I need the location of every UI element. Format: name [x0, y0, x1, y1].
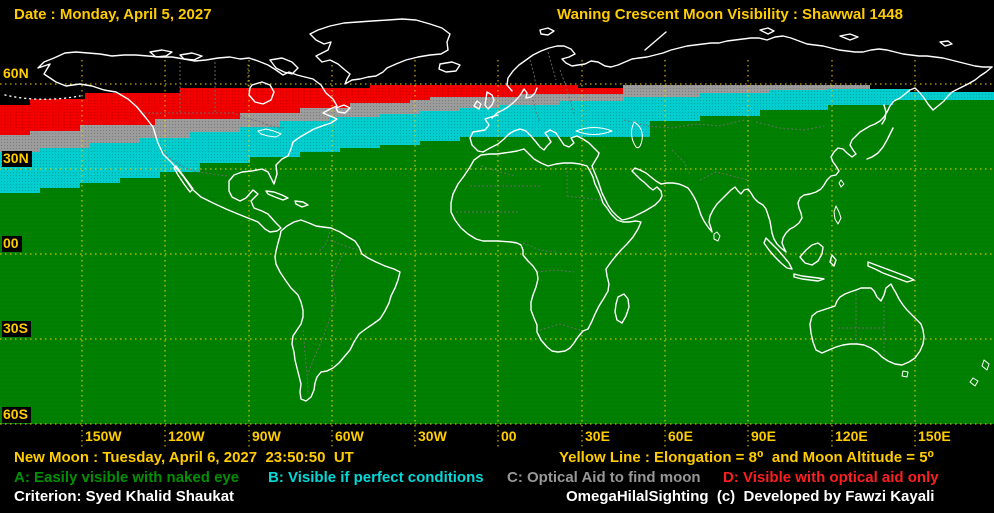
credit-label: OmegaHilalSighting (c) Developed by Fawz… — [566, 488, 935, 505]
yellow-line-label: Yellow Line : Elongation = 8⁰ and Moon A… — [559, 449, 935, 466]
lon-label-150e: 150E — [918, 428, 951, 444]
criterion-label: Criterion: Syed Khalid Shaukat — [14, 488, 235, 505]
coast-south-america — [274, 219, 401, 402]
lat-label-30n: 30N — [2, 150, 32, 168]
coast-west-europe — [469, 114, 499, 153]
coast-indonesia — [763, 237, 837, 282]
coast-iceland — [438, 61, 461, 73]
coast-mediterranean-north — [482, 128, 600, 154]
coast-arctic-islands — [149, 49, 351, 114]
coast-new-guinea — [867, 261, 915, 283]
zone-b-cyan-band — [0, 89, 994, 193]
coast-hudson-bay — [248, 81, 275, 105]
zone-c-gray-band — [0, 85, 870, 152]
coast-greenland — [309, 18, 451, 85]
lon-label-60e: 60E — [668, 428, 693, 444]
lat-label-00: 00 — [2, 235, 22, 253]
coast-east-south-asia — [591, 66, 993, 253]
coast-africa — [450, 148, 642, 353]
date-label: Date : Monday, April 5, 2027 — [14, 6, 212, 23]
coast-philippines-taiwan — [833, 179, 845, 225]
lon-label-30w: 30W — [418, 428, 447, 444]
legend-zone-c: C: Optical Aid to find moon — [507, 469, 701, 486]
lon-label-120e: 120E — [835, 428, 868, 444]
coast-baja-california — [173, 165, 194, 193]
coastlines — [4, 18, 993, 402]
coast-north-america — [37, 51, 338, 233]
coast-sri-lanka — [713, 231, 721, 242]
coast-australia — [809, 283, 925, 366]
coast-aleutians — [4, 94, 81, 100]
coast-uk-ireland — [473, 91, 495, 110]
coast-denmark — [491, 87, 538, 119]
legend-zone-b: B: Visible if perfect conditions — [268, 469, 484, 486]
zone-d-red-band — [0, 85, 623, 135]
coast-japan-sakhalin — [866, 104, 894, 160]
coast-madagascar — [614, 293, 630, 324]
lon-label-90w: 90W — [252, 428, 281, 444]
legend-zone-d: D: Visible with optical aid only — [723, 469, 939, 486]
lat-label-60n: 60N — [2, 65, 32, 83]
new-moon-label: New Moon : Tuesday, April 6, 2027 23:50:… — [14, 449, 354, 466]
lon-label-30e: 30E — [585, 428, 610, 444]
page-title: Waning Crescent Moon Visibility : Shawwa… — [557, 6, 903, 23]
lon-label-90e: 90E — [751, 428, 776, 444]
lat-label-60s: 60S — [2, 406, 31, 424]
coast-black-sea — [575, 127, 613, 135]
coast-cuba-hispaniola — [265, 190, 309, 208]
coast-scandinavia-arctic-russia — [506, 35, 993, 92]
visibility-zone-bands — [0, 85, 994, 424]
lon-label-150w: 150W — [85, 428, 122, 444]
lon-label-120w: 120W — [168, 428, 205, 444]
country-borders — [140, 51, 885, 393]
lat-label-30s: 30S — [2, 320, 31, 338]
coast-caspian-sea — [631, 121, 643, 149]
lon-label-00: 00 — [501, 428, 517, 444]
coast-arctic-russian-islands — [539, 27, 953, 51]
coast-great-lakes — [257, 128, 282, 138]
coast-tasmania-nz — [901, 359, 990, 387]
lon-label-60w: 60W — [335, 428, 364, 444]
legend-zone-a: A: Easily visible with naked eye — [14, 469, 240, 486]
